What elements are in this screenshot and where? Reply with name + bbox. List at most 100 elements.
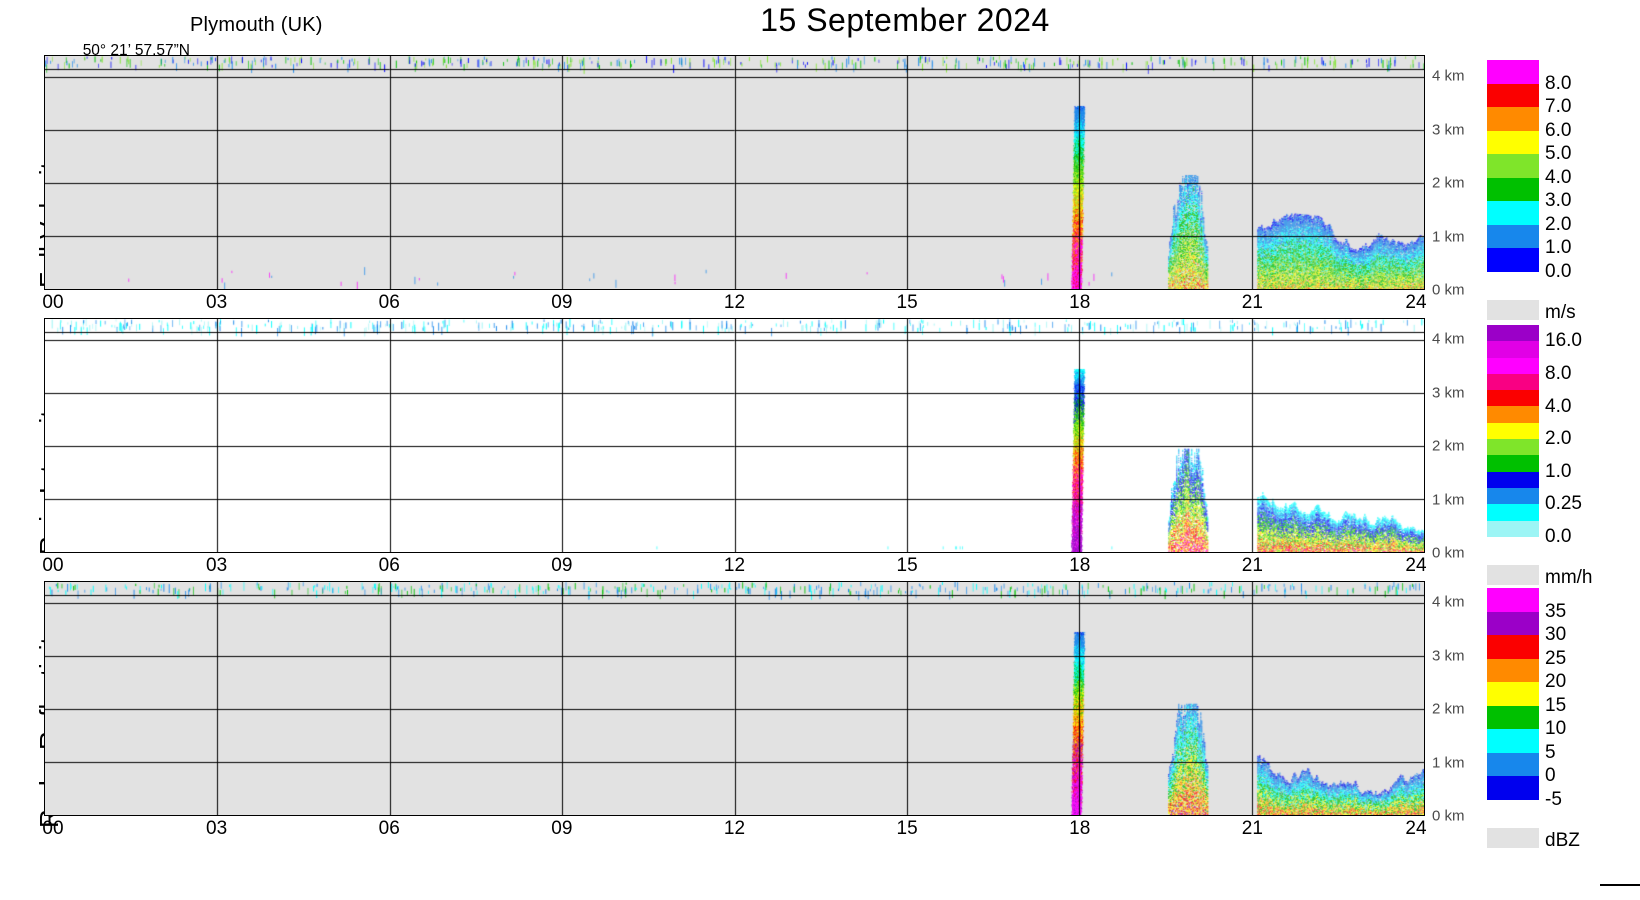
colorbar-tick-label: 10 xyxy=(1545,718,1567,740)
x-tick-label: 15 xyxy=(896,555,918,576)
colorbar-strip xyxy=(1487,325,1539,537)
x-tick-label: 21 xyxy=(1241,555,1263,576)
colorbar-tick-label: 8.0 xyxy=(1545,362,1572,384)
page-title: 15 September 2024 xyxy=(760,2,1050,38)
x-tick-label: 09 xyxy=(551,555,573,576)
colorbar-band xyxy=(1487,177,1539,202)
colorbar-band xyxy=(1487,60,1539,84)
colorbar-band xyxy=(1487,406,1539,423)
colorbar-radar-reflectivity: 35 30 25 20 15 10 5 0 -5 dBZ xyxy=(1465,588,1640,851)
y-tick-label: 0 km xyxy=(1432,807,1465,825)
x-tick-label: 09 xyxy=(551,292,573,313)
colorbar-band xyxy=(1487,658,1539,683)
colorbar-band xyxy=(1487,357,1539,374)
colorbar-band xyxy=(1487,471,1539,488)
x-tick-label: 18 xyxy=(1069,555,1091,576)
x-tick-label: 12 xyxy=(723,818,746,839)
x-tick-label: 15 xyxy=(896,292,918,313)
colorbar-tick-label: 0.25 xyxy=(1545,493,1582,515)
y-tick-label: 2 km xyxy=(1432,700,1465,718)
colorbar-band xyxy=(1487,487,1539,505)
colorbar-nodata-swatch xyxy=(1487,828,1539,848)
plot-area-radar-reflectivity xyxy=(44,581,1425,816)
x-tick-label: 00 xyxy=(42,292,64,313)
colorbar-tick-label: 25 xyxy=(1545,647,1567,669)
colorbar-band xyxy=(1487,611,1539,636)
colorbar-tick-label: 1.0 xyxy=(1545,460,1572,482)
colorbar-band xyxy=(1487,682,1539,706)
colorbar-band xyxy=(1487,107,1539,131)
colorbar-band xyxy=(1487,341,1539,358)
colorbar-tick-label: 0.0 xyxy=(1545,526,1572,547)
colorbar-tick-label: 20 xyxy=(1545,671,1567,693)
y-tick-label: 3 km xyxy=(1432,647,1465,665)
colorbar-band xyxy=(1487,588,1539,612)
y-axis-fall-velocity: 0 km 1 km 2 km 3 km 4 km xyxy=(1428,55,1488,299)
plot-area-fall-velocity xyxy=(44,55,1425,290)
x-tick-label: 24 xyxy=(1405,555,1427,576)
colorbar-band xyxy=(1487,154,1539,178)
colorbar-band xyxy=(1487,439,1539,456)
colorbar-band xyxy=(1487,752,1539,777)
x-axis-radar-reflectivity: 00 03 06 09 12 15 18 21 24 xyxy=(42,818,1426,840)
y-tick-label: 1 km xyxy=(1432,754,1465,772)
x-tick-label: 03 xyxy=(206,818,228,839)
colorbar-tick-label: 0 xyxy=(1545,765,1556,787)
colorbar-band xyxy=(1487,390,1539,407)
colorbar-band xyxy=(1487,130,1539,155)
x-tick-label: 00 xyxy=(42,555,64,576)
colorbar-tick-label: 0.0 xyxy=(1545,261,1572,282)
colorbar-band xyxy=(1487,325,1539,342)
colorbar-band xyxy=(1487,248,1539,272)
colorbar-tick-label: 4.0 xyxy=(1545,395,1572,417)
x-tick-label: 06 xyxy=(378,818,400,839)
colorbar-tick-label: 15 xyxy=(1545,694,1567,716)
plot-canvas-fall-velocity xyxy=(45,56,1424,289)
x-tick-label: 18 xyxy=(1069,818,1091,839)
colorbar-band xyxy=(1487,373,1539,391)
y-tick-label: 1 km xyxy=(1432,491,1465,509)
x-tick-label: 09 xyxy=(551,818,573,839)
y-tick-label: 4 km xyxy=(1432,330,1465,348)
x-tick-label: 00 xyxy=(42,818,64,839)
colorbar-nodata-swatch xyxy=(1487,300,1539,320)
colorbar-tick-label: 7.0 xyxy=(1545,96,1572,118)
colorbar-tick-label: 2.0 xyxy=(1545,428,1572,450)
y-tick-label: 1 km xyxy=(1432,228,1465,246)
colorbar-band xyxy=(1487,201,1539,225)
corner-rule xyxy=(1600,884,1640,886)
x-tick-label: 12 xyxy=(723,555,746,576)
colorbar-tick-label: 5.0 xyxy=(1545,143,1572,165)
y-tick-label: 0 km xyxy=(1432,544,1465,562)
colorbar-nodata-swatch xyxy=(1487,565,1539,585)
plot-canvas-radar-reflectivity xyxy=(45,582,1424,815)
colorbar-strip xyxy=(1487,60,1539,272)
x-tick-label: 18 xyxy=(1069,292,1091,313)
colorbar-tick-label: 1.0 xyxy=(1545,237,1572,259)
colorbar-band xyxy=(1487,455,1539,472)
panel-radar-reflectivity xyxy=(44,581,1425,816)
y-tick-label: 2 km xyxy=(1432,174,1465,192)
latitude-text: 50° 21’ 57.57”N xyxy=(82,42,190,59)
x-tick-label: 06 xyxy=(378,292,400,313)
colorbar-tick-label: 6.0 xyxy=(1545,119,1572,141)
colorbar-tick-label: 35 xyxy=(1545,600,1567,622)
panel-rain-intensity xyxy=(44,318,1425,553)
colorbar-band xyxy=(1487,729,1539,753)
colorbar-band xyxy=(1487,504,1539,521)
colorbar-tick-label: 30 xyxy=(1545,624,1567,646)
y-tick-label: 3 km xyxy=(1432,121,1465,139)
colorbar-unit-label: m/s xyxy=(1545,302,1576,323)
x-axis-rain-intensity: 00 03 06 09 12 15 18 21 24 xyxy=(42,555,1427,577)
colorbar-unit-label: dBZ xyxy=(1545,830,1580,851)
y-tick-label: 4 km xyxy=(1432,67,1465,85)
colorbar-strip xyxy=(1487,588,1539,800)
colorbar-tick-label: 8.0 xyxy=(1545,72,1572,94)
colorbar-band xyxy=(1487,705,1539,730)
x-axis-fall-velocity: 00 03 06 09 12 15 18 21 24 xyxy=(42,292,1426,314)
x-tick-label: 03 xyxy=(206,292,228,313)
colorbar-band xyxy=(1487,83,1539,108)
colorbar-tick-label: -5 xyxy=(1545,789,1562,810)
x-tick-label: 12 xyxy=(723,292,746,313)
